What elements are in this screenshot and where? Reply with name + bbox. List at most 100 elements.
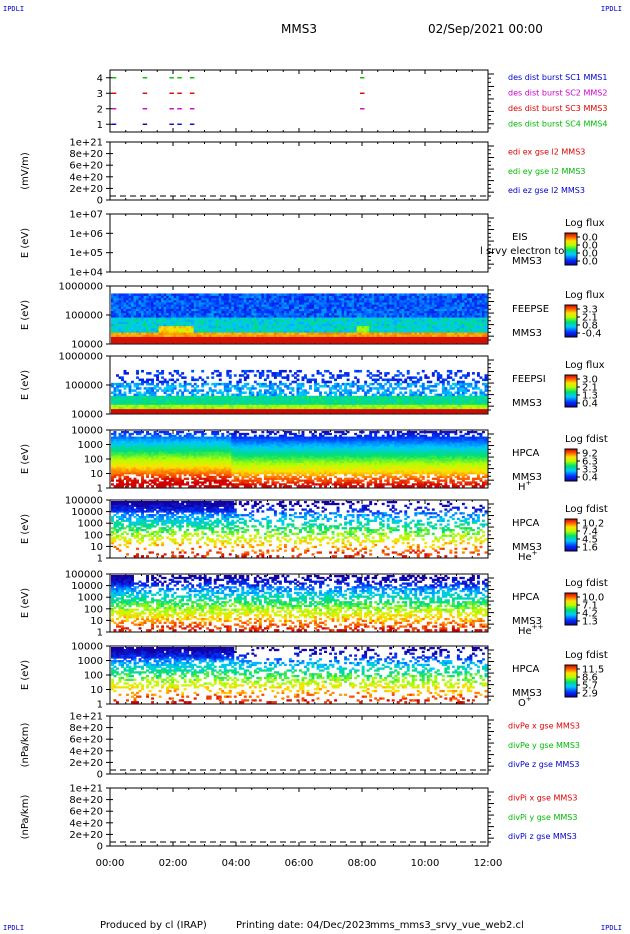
heatmap-cell — [198, 306, 202, 309]
heatmap-cell — [464, 306, 468, 309]
heatmap-cell — [288, 327, 292, 331]
heatmap-cell — [406, 336, 410, 340]
heatmap-cell — [278, 327, 282, 331]
heatmap-cell — [138, 297, 142, 301]
heatmap-cell — [218, 330, 222, 333]
heatmap-cell — [253, 299, 257, 303]
heatmap-cell — [186, 310, 190, 314]
heatmap-cell — [226, 319, 230, 322]
heatmap-cell — [158, 327, 162, 331]
heatmap-cell — [283, 319, 287, 322]
heatmap-cell — [276, 297, 280, 301]
heatmap-cell — [241, 319, 245, 322]
heatmap-cell — [436, 308, 440, 312]
heatmap-cell — [299, 323, 302, 327]
heatmap-cell — [286, 308, 290, 312]
heatmap-cell — [231, 400, 235, 403]
legend-entry: des dist burst SC1 MMS1 — [508, 73, 607, 82]
heatmap-cell — [263, 338, 267, 342]
heatmap-cell — [253, 334, 257, 337]
heatmap-cell — [183, 315, 187, 318]
heatmap-cell — [263, 295, 267, 299]
heatmap-cell — [181, 391, 185, 395]
heatmap-cell — [296, 378, 300, 382]
heatmap-cell — [208, 297, 212, 301]
heatmap-cell — [246, 382, 250, 386]
heatmap-cell — [256, 323, 260, 327]
heatmap-cell — [211, 408, 215, 412]
heatmap-cell — [188, 397, 192, 401]
heatmap-cell — [396, 312, 400, 316]
heatmap-cell — [278, 306, 282, 309]
heatmap-cell — [278, 304, 282, 307]
heatmap-cell — [238, 406, 242, 410]
heatmap-cell — [449, 319, 453, 322]
heatmap-cell — [296, 374, 300, 377]
heatmap-cell — [263, 389, 267, 392]
heatmap-cell — [481, 295, 485, 299]
heatmap-cell — [301, 400, 305, 403]
heatmap-cell — [394, 293, 398, 297]
heatmap-cell — [344, 312, 348, 316]
heatmap-cell — [306, 306, 310, 309]
heatmap-cell — [133, 310, 137, 314]
heatmap-cell — [126, 325, 129, 329]
heatmap-cell — [304, 306, 307, 309]
heatmap-cell — [326, 299, 330, 303]
heatmap-cell — [293, 338, 297, 342]
heatmap-cell — [146, 408, 149, 412]
heatmap-cell — [466, 325, 470, 329]
heatmap-cell — [409, 321, 413, 325]
heatmap-cell — [191, 334, 195, 337]
heatmap-cell — [131, 334, 134, 337]
heatmap-cell — [424, 315, 428, 318]
y-axis-label: E (eV) — [20, 228, 31, 258]
heatmap-cell — [193, 404, 197, 407]
heatmap-cell — [396, 299, 400, 303]
heatmap-cell — [429, 325, 433, 329]
heatmap-cell — [196, 293, 200, 297]
heatmap-cell — [276, 372, 280, 375]
heatmap-cell — [171, 387, 175, 390]
heatmap-cell — [246, 304, 250, 307]
heatmap-cell — [253, 410, 257, 414]
heatmap-cell — [253, 321, 257, 325]
heatmap-cell — [364, 317, 368, 320]
heatmap-cell — [141, 332, 144, 335]
heatmap-cell — [228, 323, 232, 327]
heatmap-cell — [158, 380, 162, 384]
heatmap-cell — [276, 393, 280, 397]
heatmap-cell — [228, 410, 232, 414]
heatmap-cell — [261, 293, 265, 297]
heatmap-cell — [359, 336, 363, 340]
heatmap-cell — [461, 297, 465, 301]
corner-label-bottom-right: IPDLI — [600, 924, 622, 932]
heatmap-cell — [203, 406, 207, 410]
heatmap-cell — [136, 299, 139, 303]
heatmap-cell — [411, 310, 415, 314]
heatmap-cell — [198, 327, 202, 331]
heatmap-cell — [349, 340, 353, 344]
heatmap-cell — [411, 330, 415, 333]
heatmap-cell — [148, 304, 152, 307]
heatmap-cell — [218, 410, 222, 414]
heatmap-cell — [351, 332, 355, 335]
heatmap-cell — [356, 325, 360, 329]
heatmap-cell — [276, 315, 280, 318]
heatmap-cell — [233, 319, 237, 322]
heatmap-cell — [394, 319, 398, 322]
heatmap-cell — [216, 299, 220, 303]
heatmap-cell — [153, 304, 157, 307]
heatmap-cell — [153, 321, 157, 325]
heatmap-cell — [133, 389, 137, 392]
heatmap-cell — [476, 323, 480, 327]
heatmap-cell — [121, 400, 124, 403]
heatmap-cell — [321, 336, 325, 340]
heatmap-cell — [361, 315, 365, 318]
heatmap-cell — [196, 323, 200, 327]
heatmap-cell — [429, 334, 433, 337]
heatmap-cell — [419, 336, 423, 340]
heatmap-cell — [193, 336, 197, 340]
heatmap-cell — [276, 338, 280, 342]
heatmap-cell — [471, 308, 475, 312]
